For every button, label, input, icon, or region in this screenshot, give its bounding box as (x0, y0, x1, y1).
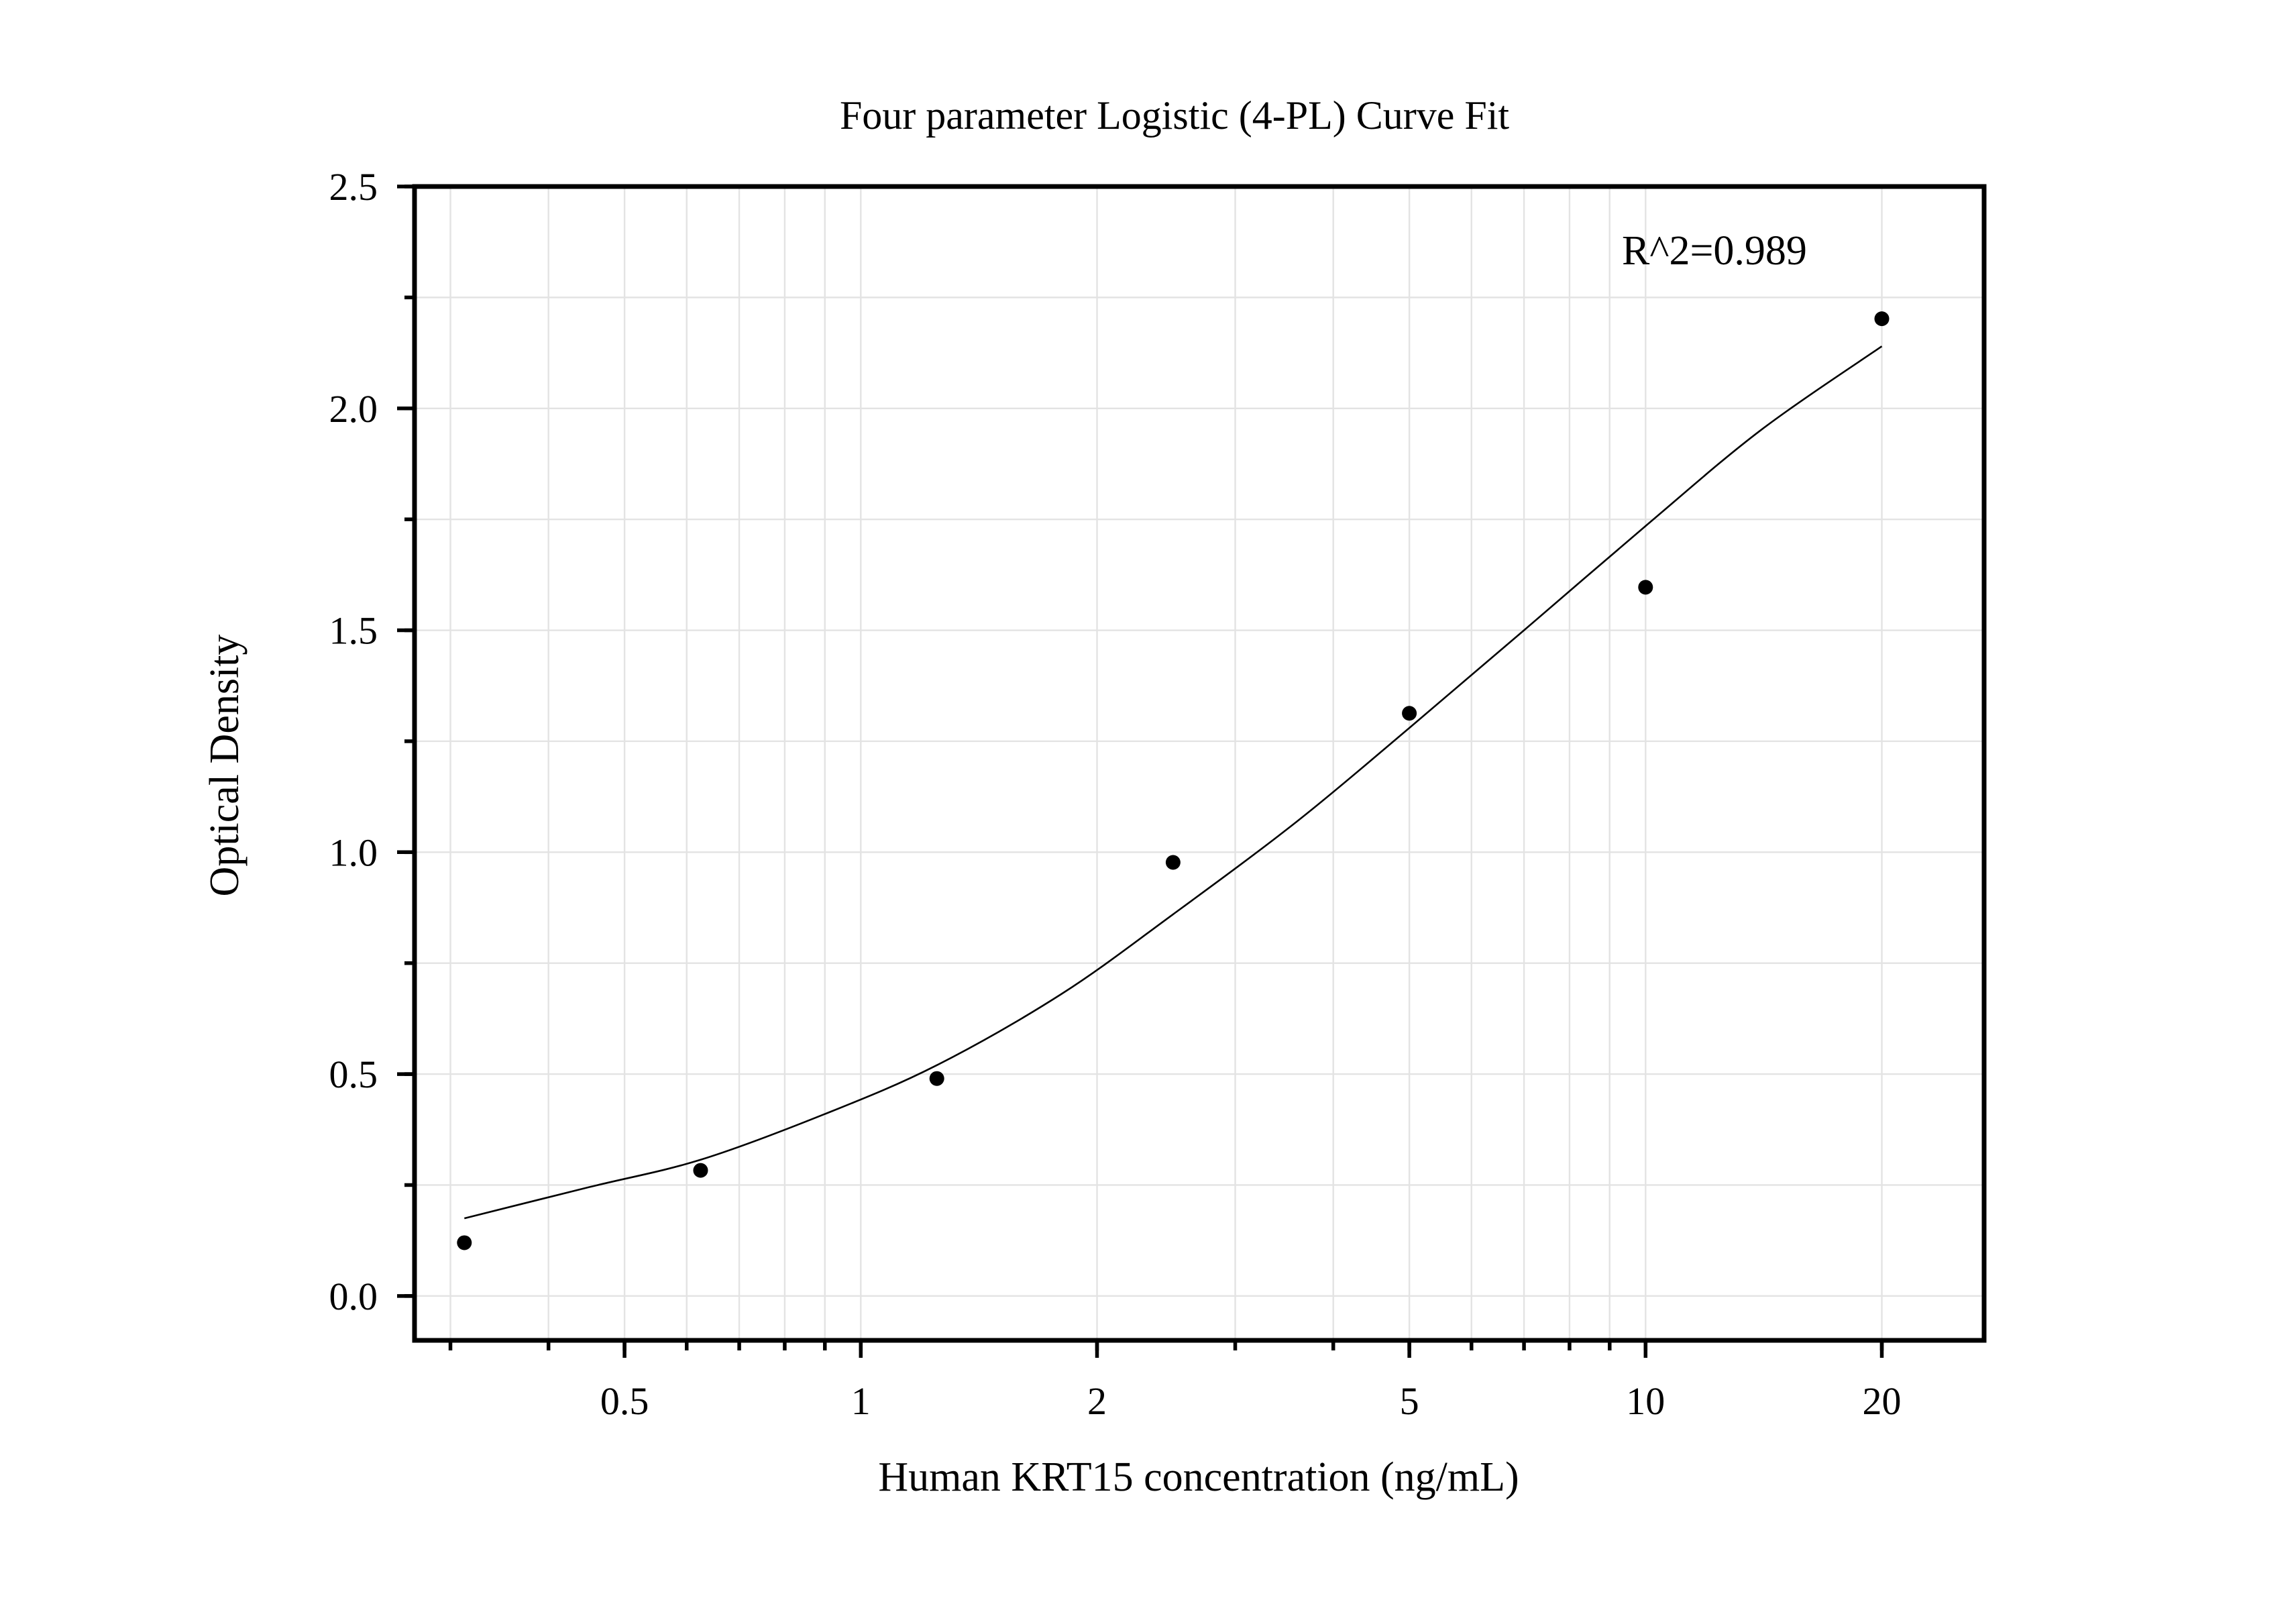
y-tick-label: 1.5 (329, 609, 378, 653)
y-tick-label: 0.5 (329, 1053, 378, 1096)
chart-title: Four parameter Logistic (4-PL) Curve Fit (840, 93, 1509, 138)
x-tick-label: 1 (851, 1379, 871, 1423)
x-tick-label: 10 (1626, 1379, 1665, 1423)
data-point (1165, 855, 1181, 870)
y-tick-label: 0.0 (329, 1275, 378, 1318)
x-tick-label: 20 (1863, 1379, 1902, 1423)
data-point (457, 1235, 472, 1250)
fit-curve-line (463, 345, 1883, 1220)
data-point (693, 1163, 708, 1178)
data-point (1638, 580, 1653, 595)
data-point (929, 1071, 944, 1086)
data-point (1402, 706, 1417, 721)
y-tick-label: 1.0 (329, 831, 378, 874)
x-tick-label: 5 (1400, 1379, 1419, 1423)
x-axis-label: Human KRT15 concentration (ng/mL) (878, 1454, 1519, 1500)
x-tick-label: 0.5 (600, 1379, 649, 1423)
x-tick-label: 2 (1087, 1379, 1107, 1423)
data-points-layer (457, 311, 1890, 1250)
grid (415, 186, 1984, 1340)
y-axis-label: Optical Density (202, 635, 248, 897)
fit-curve-layer (463, 345, 1883, 1220)
plot-frame (412, 184, 1987, 1343)
y-tick-label: 2.0 (329, 387, 378, 431)
r-squared-annotation: R^2=0.989 (1622, 228, 1807, 274)
data-point (1874, 311, 1890, 327)
y-tick-label: 2.5 (329, 165, 378, 209)
axes: 0.5 1 2 5 10 20 0.0 0.5 1.0 1.5 2.0 2.5 (329, 165, 1902, 1423)
